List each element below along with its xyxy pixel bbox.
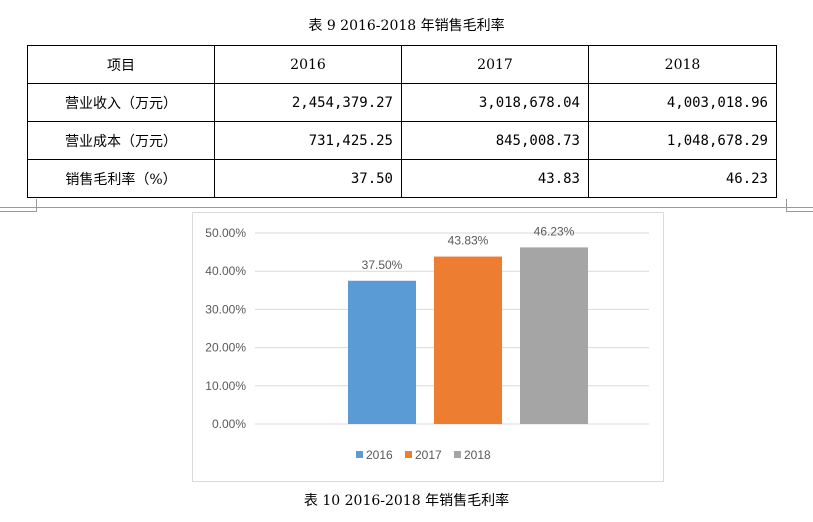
table-cell: 4,003,018.96 <box>588 83 777 122</box>
legend-swatch <box>405 451 412 458</box>
header-2018: 2018 <box>588 45 777 84</box>
table-cell: 46.23 <box>588 159 777 198</box>
header-2017: 2017 <box>401 45 589 84</box>
legend-label: 2018 <box>464 448 491 462</box>
table-header-row: 项目 2016 2017 2018 <box>27 45 777 84</box>
legend-swatch <box>454 451 461 458</box>
bar-2017 <box>434 256 502 424</box>
y-tick-label: 30.00% <box>205 302 246 316</box>
data-label: 43.83% <box>448 234 489 248</box>
y-tick-label: 0.00% <box>212 417 246 431</box>
table-caption: 表 9 2016-2018 年销售毛利率 <box>308 18 505 34</box>
data-label: 37.50% <box>362 258 403 272</box>
table-row: 营业成本（万元） 731,425.25 845,008.73 1,048,678… <box>27 121 777 160</box>
legend-swatch <box>356 451 363 458</box>
header-2016: 2016 <box>214 45 402 84</box>
bar-2018 <box>520 247 588 424</box>
data-label: 46.23% <box>534 224 575 238</box>
margin-mark <box>786 199 787 212</box>
table-cell: 3,018,678.04 <box>401 83 589 122</box>
chart-canvas: 0.00% 10.00% 20.00% 30.00% 40.00% 50.00% 37.50… <box>205 224 649 462</box>
table-cell: 731,425.25 <box>214 121 402 160</box>
table-cell: 37.50 <box>214 159 402 198</box>
page-break-line <box>0 207 813 208</box>
page-break-line <box>0 211 36 212</box>
gross-margin-table: 项目 2016 2017 2018 营业收入（万元） 2,454,379.27 … <box>27 45 777 198</box>
chart-caption: 表 10 2016-2018 年销售毛利率 <box>303 493 510 509</box>
table-row: 营业收入（万元） 2,454,379.27 3,018,678.04 4,003… <box>27 83 777 122</box>
row-label: 营业成本（万元） <box>27 121 215 160</box>
y-tick-label: 50.00% <box>205 226 246 240</box>
legend-label: 2017 <box>415 448 442 462</box>
table-cell: 2,454,379.27 <box>214 83 402 122</box>
header-item: 项目 <box>27 45 215 84</box>
bar-2016 <box>348 280 416 424</box>
gross-margin-chart: 0.00% 10.00% 20.00% 30.00% 40.00% 50.00% 37.50… <box>192 212 664 482</box>
row-label: 销售毛利率（%） <box>27 159 215 198</box>
table-cell: 845,008.73 <box>401 121 589 160</box>
legend-label: 2016 <box>366 448 393 462</box>
y-tick-label: 10.00% <box>205 379 246 393</box>
table-row: 销售毛利率（%） 37.50 43.83 46.23 <box>27 159 777 198</box>
table-cell: 43.83 <box>401 159 589 198</box>
page-break-line <box>786 211 813 212</box>
table-cell: 1,048,678.29 <box>588 121 777 160</box>
margin-mark <box>36 199 37 212</box>
row-label: 营业收入（万元） <box>27 83 215 122</box>
y-tick-label: 40.00% <box>205 264 246 278</box>
y-tick-label: 20.00% <box>205 341 246 355</box>
